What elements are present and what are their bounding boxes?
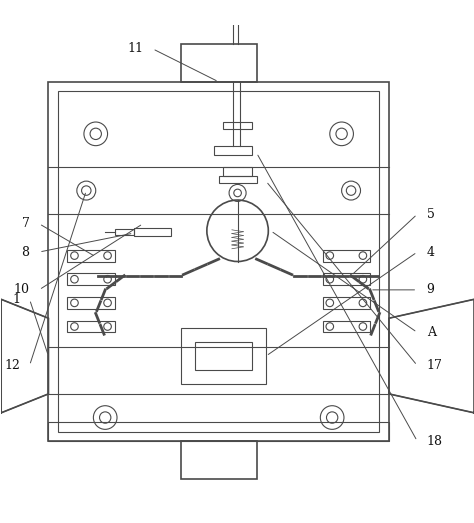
Text: 7: 7 xyxy=(22,217,29,230)
Text: 9: 9 xyxy=(427,283,435,297)
Text: 11: 11 xyxy=(127,42,143,55)
Text: 17: 17 xyxy=(427,359,443,372)
Text: 10: 10 xyxy=(14,283,29,297)
Text: 8: 8 xyxy=(21,245,29,258)
Text: A: A xyxy=(427,326,436,339)
Bar xyxy=(219,176,256,184)
Bar xyxy=(134,228,172,236)
Bar xyxy=(323,249,370,262)
Text: 18: 18 xyxy=(427,435,443,448)
Bar xyxy=(181,441,256,479)
Bar xyxy=(181,44,256,82)
Bar xyxy=(223,122,252,129)
Text: 4: 4 xyxy=(427,245,435,258)
Text: 5: 5 xyxy=(427,208,435,221)
Bar xyxy=(223,167,252,176)
Bar xyxy=(323,274,370,285)
Text: 1: 1 xyxy=(12,293,20,306)
Bar xyxy=(67,249,115,262)
Text: 12: 12 xyxy=(4,359,20,372)
Bar xyxy=(195,342,252,370)
Bar xyxy=(323,321,370,333)
Bar xyxy=(181,328,266,384)
Bar xyxy=(58,92,379,431)
Bar xyxy=(323,297,370,309)
Bar xyxy=(214,146,252,155)
Bar xyxy=(67,297,115,309)
Bar xyxy=(48,422,389,441)
Bar xyxy=(115,229,134,235)
Bar xyxy=(67,321,115,333)
Bar xyxy=(48,82,389,441)
Bar xyxy=(67,274,115,285)
